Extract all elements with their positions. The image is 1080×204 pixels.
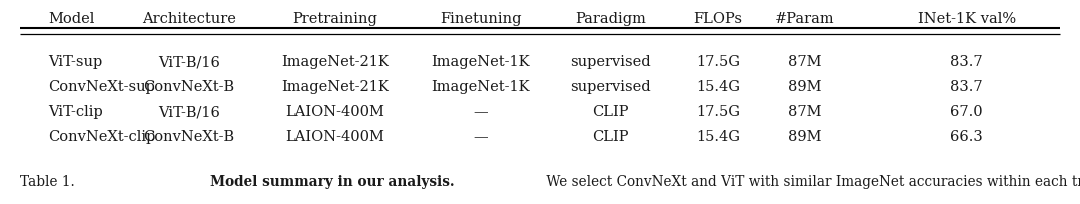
Text: 66.3: 66.3 [950,130,983,144]
Text: ConvNeXt-B: ConvNeXt-B [144,130,234,144]
Text: 87M: 87M [787,55,822,69]
Text: —: — [473,130,488,144]
Text: Table 1.: Table 1. [21,175,79,189]
Text: ImageNet-21K: ImageNet-21K [281,55,389,69]
Text: ImageNet-1K: ImageNet-1K [431,80,530,94]
Text: 87M: 87M [787,105,822,119]
Text: supervised: supervised [570,55,650,69]
Text: 67.0: 67.0 [950,105,983,119]
Text: ViT-clip: ViT-clip [49,105,104,119]
Text: Paradigm: Paradigm [575,12,646,26]
Text: We select ConvNeXt and ViT with similar ImageNet accuracies within each training: We select ConvNeXt and ViT with similar … [542,175,1080,189]
Text: ConvNeXt-sup: ConvNeXt-sup [49,80,156,94]
Text: Model summary in our analysis.: Model summary in our analysis. [210,175,455,189]
Text: LAION-400M: LAION-400M [285,130,384,144]
Text: 83.7: 83.7 [950,80,983,94]
Text: Architecture: Architecture [143,12,235,26]
Text: ImageNet-1K: ImageNet-1K [431,55,530,69]
Text: Finetuning: Finetuning [440,12,522,26]
Text: 17.5G: 17.5G [697,55,740,69]
Text: CLIP: CLIP [592,130,629,144]
Text: #Param: #Param [774,12,835,26]
Text: 89M: 89M [787,80,822,94]
Text: ConvNeXt-clip: ConvNeXt-clip [49,130,156,144]
Text: 15.4G: 15.4G [697,80,740,94]
Text: 15.4G: 15.4G [697,130,740,144]
Text: Pretraining: Pretraining [293,12,377,26]
Text: 89M: 89M [787,130,822,144]
Text: LAION-400M: LAION-400M [285,105,384,119]
Text: ViT-B/16: ViT-B/16 [158,55,220,69]
Text: CLIP: CLIP [592,105,629,119]
Text: Model: Model [49,12,95,26]
Text: ViT-sup: ViT-sup [49,55,103,69]
Text: FLOPs: FLOPs [693,12,743,26]
Text: supervised: supervised [570,80,650,94]
Text: 17.5G: 17.5G [697,105,740,119]
Text: —: — [473,105,488,119]
Text: 83.7: 83.7 [950,55,983,69]
Text: ImageNet-21K: ImageNet-21K [281,80,389,94]
Text: ConvNeXt-B: ConvNeXt-B [144,80,234,94]
Text: ViT-B/16: ViT-B/16 [158,105,220,119]
Text: INet-1K val%: INet-1K val% [918,12,1015,26]
